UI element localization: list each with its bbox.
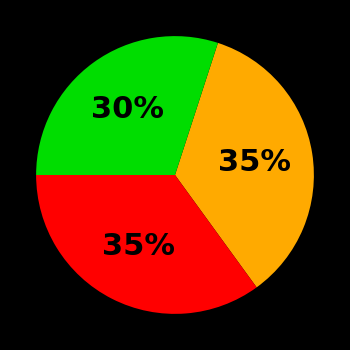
Wedge shape bbox=[36, 36, 218, 175]
Wedge shape bbox=[175, 43, 314, 287]
Text: 35%: 35% bbox=[102, 232, 175, 261]
Wedge shape bbox=[36, 175, 257, 314]
Text: 30%: 30% bbox=[91, 95, 164, 124]
Text: 35%: 35% bbox=[218, 148, 291, 177]
